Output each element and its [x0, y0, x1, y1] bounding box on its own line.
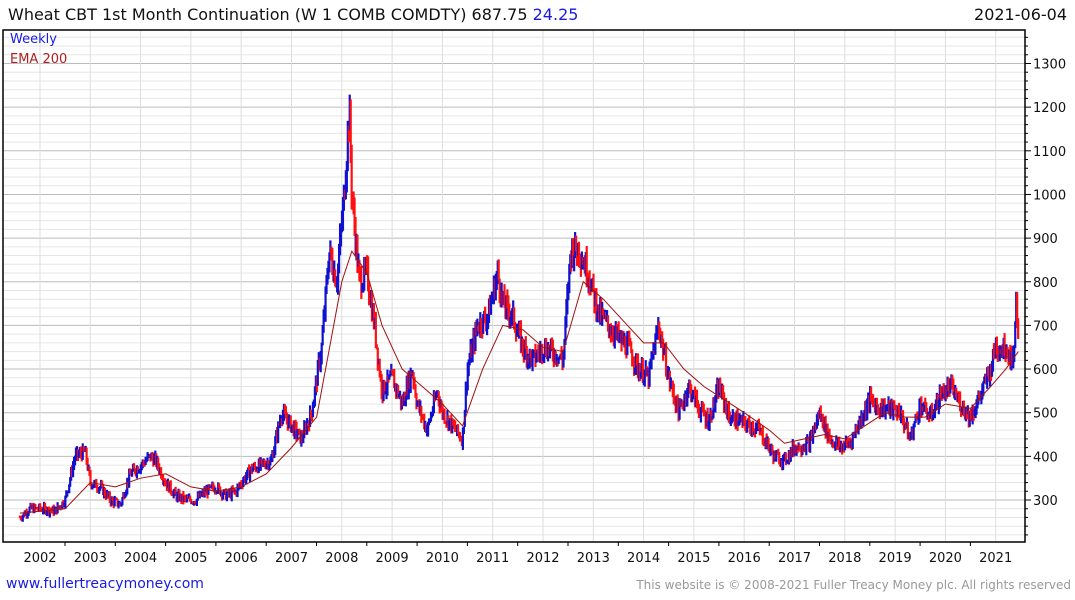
x-tick-label: 2007: [275, 551, 308, 566]
y-tick-label: 800: [1033, 276, 1058, 291]
x-tick-label: 2016: [728, 551, 761, 566]
chart-date: 2021-06-04: [974, 5, 1067, 24]
x-tick-label: 2017: [778, 551, 811, 566]
y-tick-label: 900: [1033, 232, 1058, 247]
x-tick-label: 2013: [577, 551, 610, 566]
price-change: 24.25: [532, 5, 579, 24]
x-tick-label: 2021: [979, 551, 1012, 566]
y-tick-label: 500: [1033, 407, 1058, 422]
x-tick-label: 2020: [929, 551, 962, 566]
y-tick-label: 1300: [1033, 58, 1066, 73]
website-link[interactable]: www.fullertreacymoney.com: [6, 576, 204, 592]
x-tick-label: 2012: [526, 551, 559, 566]
y-tick-label: 1000: [1033, 188, 1066, 203]
x-tick-label: 2009: [376, 551, 409, 566]
x-tick-label: 2003: [74, 551, 107, 566]
x-tick-label: 2019: [879, 551, 912, 566]
y-tick-label: 600: [1033, 363, 1058, 378]
legend-weekly: Weekly: [10, 32, 57, 47]
y-tick-label: 700: [1033, 319, 1058, 334]
x-tick-label: 2018: [828, 551, 861, 566]
legend-ema: EMA 200: [10, 52, 68, 67]
ema-line: [19, 250, 1019, 514]
plot-frame: [2, 29, 1026, 543]
x-tick-label: 2008: [325, 551, 358, 566]
title-text: Wheat CBT 1st Month Continuation (W 1 CO…: [8, 5, 528, 24]
y-tick-label: 1100: [1033, 145, 1066, 160]
chart-title: Wheat CBT 1st Month Continuation (W 1 CO…: [8, 5, 578, 24]
x-tick-label: 2005: [174, 551, 207, 566]
x-tick-label: 2002: [23, 551, 56, 566]
x-tick-label: 2014: [627, 551, 660, 566]
y-tick-label: 300: [1033, 494, 1058, 509]
x-tick-label: 2010: [426, 551, 459, 566]
y-tick-label: 1200: [1033, 101, 1066, 116]
x-tick-label: 2011: [476, 551, 509, 566]
x-tick-label: 2004: [124, 551, 157, 566]
x-tick-label: 2006: [225, 551, 258, 566]
x-tick-label: 2015: [677, 551, 710, 566]
y-tick-label: 400: [1033, 450, 1058, 465]
copyright-notice: This website is © 2008-2021 Fuller Treac…: [636, 578, 1071, 592]
